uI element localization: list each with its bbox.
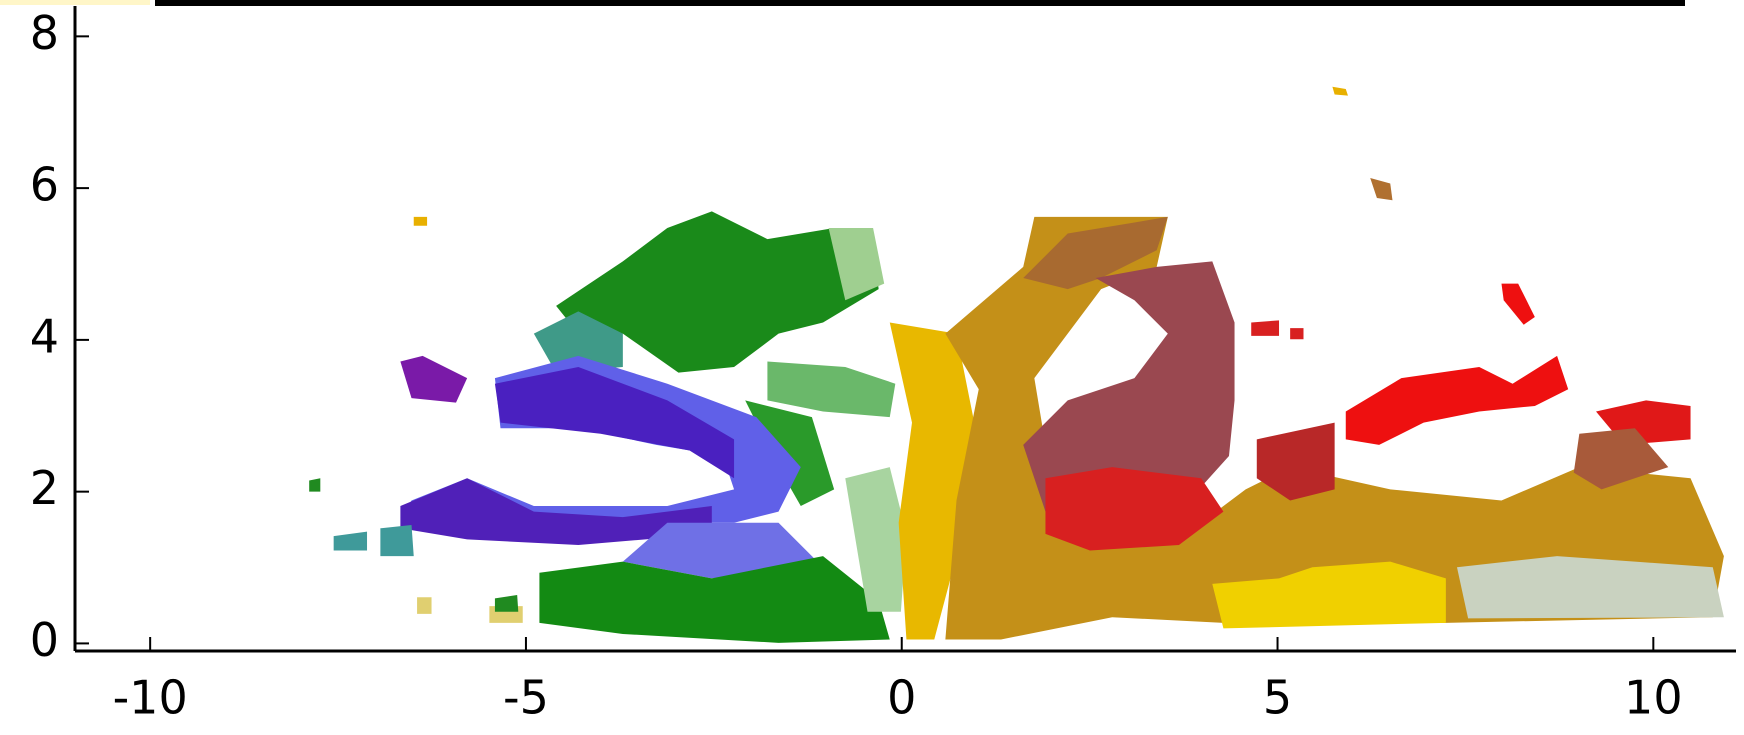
x-tick-label: 0: [887, 671, 916, 725]
purple-blob: [400, 355, 468, 403]
red-region: [1345, 355, 1569, 445]
yellow-region: [889, 322, 979, 640]
brown-blob: [1370, 177, 1393, 201]
light-green-region: [828, 228, 885, 301]
yellow-region: [1212, 561, 1446, 629]
top-strip: [0, 0, 150, 5]
brown-region: [1023, 216, 1168, 290]
y-tick-label: 6: [30, 158, 59, 212]
red-region: [1045, 467, 1224, 551]
yellow-blob: [413, 86, 1348, 226]
top-bar: [155, 0, 1685, 6]
red-region: [1256, 422, 1335, 501]
field-image: [309, 86, 1724, 643]
teal-region: [533, 311, 623, 373]
pale-yellow-blob: [417, 597, 523, 623]
green-region: [767, 361, 896, 418]
teal-blob: [333, 524, 414, 557]
green-blob: [309, 478, 519, 612]
light-green-region: [845, 467, 907, 612]
green-region: [539, 556, 890, 643]
purple-band: [494, 367, 735, 479]
y-tick-label: 8: [30, 6, 59, 60]
mauve-region: [1023, 261, 1235, 523]
blue-region: [622, 522, 824, 579]
red-blob: [1251, 320, 1304, 340]
y-tick-label: 4: [30, 309, 59, 363]
green-region: [745, 400, 835, 507]
green-region: [556, 211, 879, 373]
x-tick-label: 5: [1263, 671, 1292, 725]
pale-region: [1456, 556, 1724, 619]
x-tick-label: 10: [1624, 671, 1683, 725]
red-blob: [1501, 283, 1535, 325]
brown-region: [1573, 428, 1669, 490]
x-tick-label: -10: [113, 671, 188, 725]
y-tick-label: 0: [30, 613, 59, 667]
purple-band: [400, 478, 712, 545]
x-tick-label: -5: [503, 671, 549, 725]
y-tick-label: 2: [30, 461, 59, 515]
